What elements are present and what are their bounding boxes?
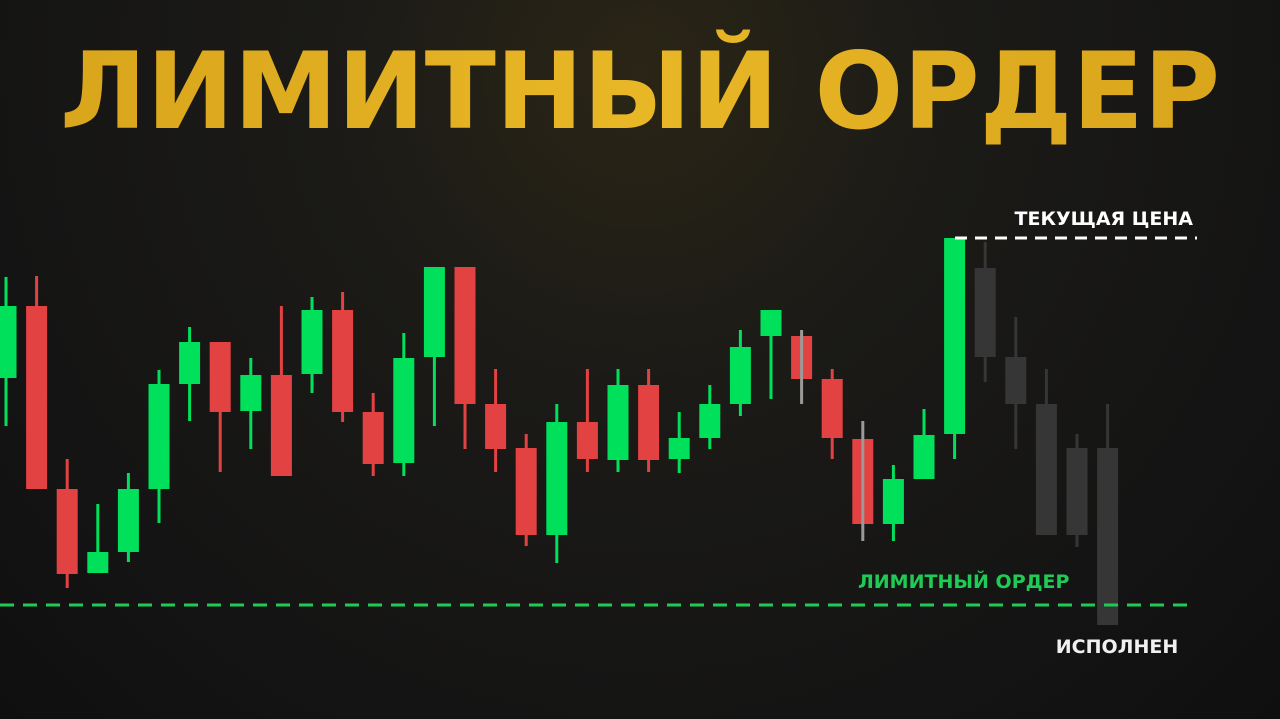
candle [454,267,476,449]
candle [0,277,17,426]
levels-group: ТЕКУЩАЯ ЦЕНА ЛИМИТНЫЙ ОРДЕР ИСПОЛНЕН [0,208,1197,658]
candle [148,370,170,523]
candle-body [974,268,996,357]
candle-body [638,385,660,460]
candle [546,404,568,563]
candle [270,306,292,476]
candle-body [332,310,354,412]
candle-body [454,267,476,404]
candle-body [1097,448,1119,625]
candle-body [1005,357,1027,404]
candle [852,421,874,541]
candle-body [87,552,109,573]
candle-body [148,384,170,489]
candle [913,409,935,479]
candle [1035,369,1057,535]
candle-body [668,438,690,459]
candle-body [699,404,721,438]
candle [485,369,507,472]
candle [576,369,598,472]
candle-body [760,310,782,336]
candle-body [546,422,568,535]
current-price-label: ТЕКУЩАЯ ЦЕНА [1015,208,1194,230]
candle [1097,404,1119,625]
candle-body [1035,404,1057,535]
candle-body [0,306,17,378]
candle [301,297,323,393]
candle [668,412,690,473]
candle-body [515,448,537,535]
candle-body [362,412,384,464]
candle [791,330,813,404]
candle-body [423,267,445,357]
candle [1066,434,1088,547]
candle-body [270,375,292,476]
candle-body [1066,448,1088,535]
candle [944,238,966,459]
candle-body [913,435,935,479]
candle-body [882,479,904,524]
candle [882,465,904,541]
candle-body [301,310,323,374]
candle-body [209,342,231,412]
candles-group [0,238,1119,625]
candle-body [117,489,139,552]
candle-body [944,238,966,434]
candle [423,267,445,426]
candle [240,358,262,449]
page-title: ЛИМИТНЫЙ ОРДЕР [60,30,1220,153]
candle-body [607,385,629,460]
candle [607,369,629,472]
candle [974,242,996,382]
candle [362,393,384,476]
candle [56,459,78,588]
candle [760,310,782,399]
candle [729,330,751,416]
candle [209,342,231,472]
candle-body [821,379,843,438]
candle-body [26,306,48,489]
candle [117,473,139,562]
limit-order-label: ЛИМИТНЫЙ ОРДЕР [858,570,1070,593]
candle [821,369,843,459]
candle-body [576,422,598,459]
executed-label: ИСПОЛНЕН [1056,636,1178,658]
candle [179,327,201,421]
candle [332,292,354,422]
candle [1005,317,1027,449]
candle [87,504,109,573]
candle [638,369,660,472]
candle-body [485,404,507,449]
candle-body [729,347,751,404]
candle [393,333,415,476]
candle [515,434,537,546]
candle-body [179,342,201,384]
candle-body [393,358,415,463]
candle-body [56,489,78,574]
candle [699,385,721,449]
candle [26,276,48,489]
candle-body [240,375,262,411]
